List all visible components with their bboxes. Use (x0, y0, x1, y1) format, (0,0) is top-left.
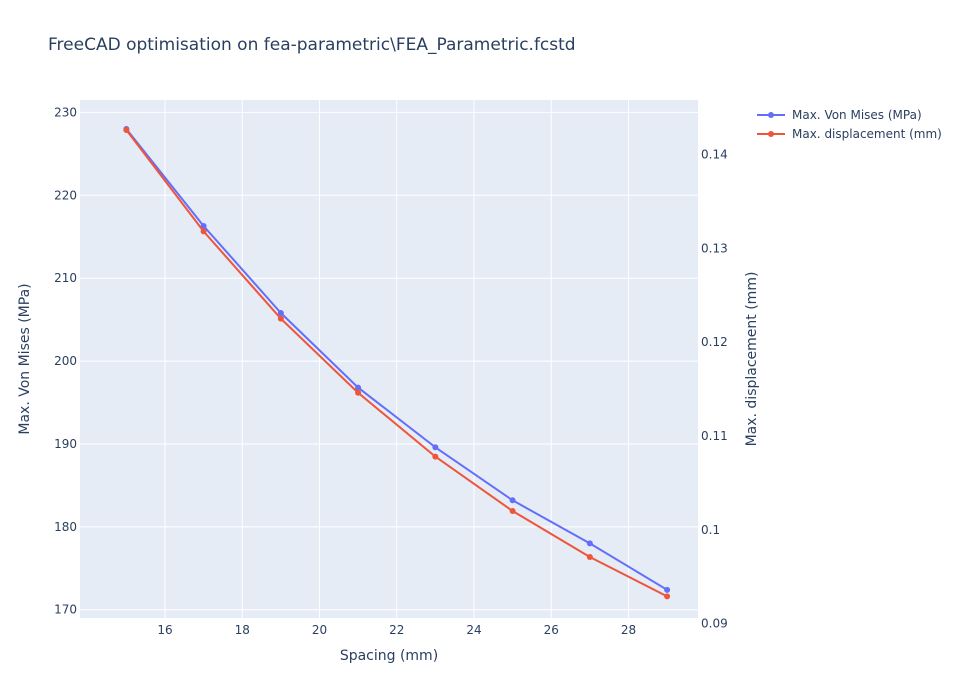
data-point-von-mises (509, 497, 516, 504)
x-tick-label: 28 (621, 623, 636, 637)
y-tick-label: 230 (54, 105, 77, 119)
y-tick-label: 200 (54, 354, 77, 368)
legend-item-displacement[interactable]: Max. displacement (mm) (755, 124, 942, 143)
y-axis-label: Max. Von Mises (MPa) (17, 283, 33, 434)
data-point-displacement (277, 315, 284, 322)
legend-label-displacement: Max. displacement (mm) (792, 126, 942, 141)
y2-tick-label: 0.12 (701, 335, 728, 349)
series-line-von-mises (125, 128, 668, 591)
data-point-displacement (432, 453, 439, 460)
data-point-von-mises (355, 384, 362, 391)
series-layer (123, 126, 671, 600)
data-point-displacement (509, 508, 516, 515)
grid-lines (80, 100, 698, 618)
y2-tick-label: 0.09 (701, 617, 728, 631)
data-point-von-mises (200, 222, 207, 229)
data-point-displacement (200, 228, 207, 235)
y-tick-label: 190 (54, 437, 77, 451)
y-tick-label: 210 (54, 271, 77, 285)
x-tick-label: 24 (466, 623, 481, 637)
tick-labels: 16 18 20 22 24 26 28 170 180 190 200 210 220 230 0.09 0… (54, 105, 728, 637)
data-point-displacement (586, 554, 593, 561)
y2-tick-label: 0.1 (701, 523, 720, 537)
x-tick-label: 26 (544, 623, 559, 637)
data-point-displacement (664, 593, 671, 600)
y-tick-label: 180 (54, 520, 77, 534)
data-point-displacement (123, 127, 130, 134)
x-tick-label: 20 (312, 623, 327, 637)
legend: Max. Von Mises (MPa) Max. displacement (… (755, 105, 942, 143)
y2-tick-label: 0.13 (701, 241, 728, 255)
chart-title: FreeCAD optimisation on fea-parametric\F… (48, 35, 576, 55)
x-tick-label: 16 (157, 623, 172, 637)
plot-area (80, 100, 698, 618)
data-point-von-mises (277, 310, 284, 317)
x-tick-label: 18 (235, 623, 250, 637)
x-tick-label: 22 (389, 623, 404, 637)
y2-tick-label: 0.14 (701, 147, 728, 161)
data-point-von-mises (432, 444, 439, 451)
data-point-von-mises (664, 586, 671, 593)
series-line-displacement (125, 129, 668, 598)
y2-tick-label: 0.11 (701, 429, 728, 443)
legend-label-von-mises: Max. Von Mises (MPa) (792, 107, 922, 122)
data-point-displacement (355, 389, 362, 396)
x-axis-label: Spacing (mm) (340, 648, 438, 664)
y-tick-label: 220 (54, 188, 77, 202)
y2-axis-label: Max. displacement (mm) (744, 272, 760, 447)
legend-swatch-von-mises (755, 110, 787, 120)
data-point-von-mises (586, 540, 593, 547)
y-tick-label: 170 (54, 603, 77, 617)
legend-item-von-mises[interactable]: Max. Von Mises (MPa) (755, 105, 942, 124)
legend-swatch-displacement (755, 129, 787, 139)
